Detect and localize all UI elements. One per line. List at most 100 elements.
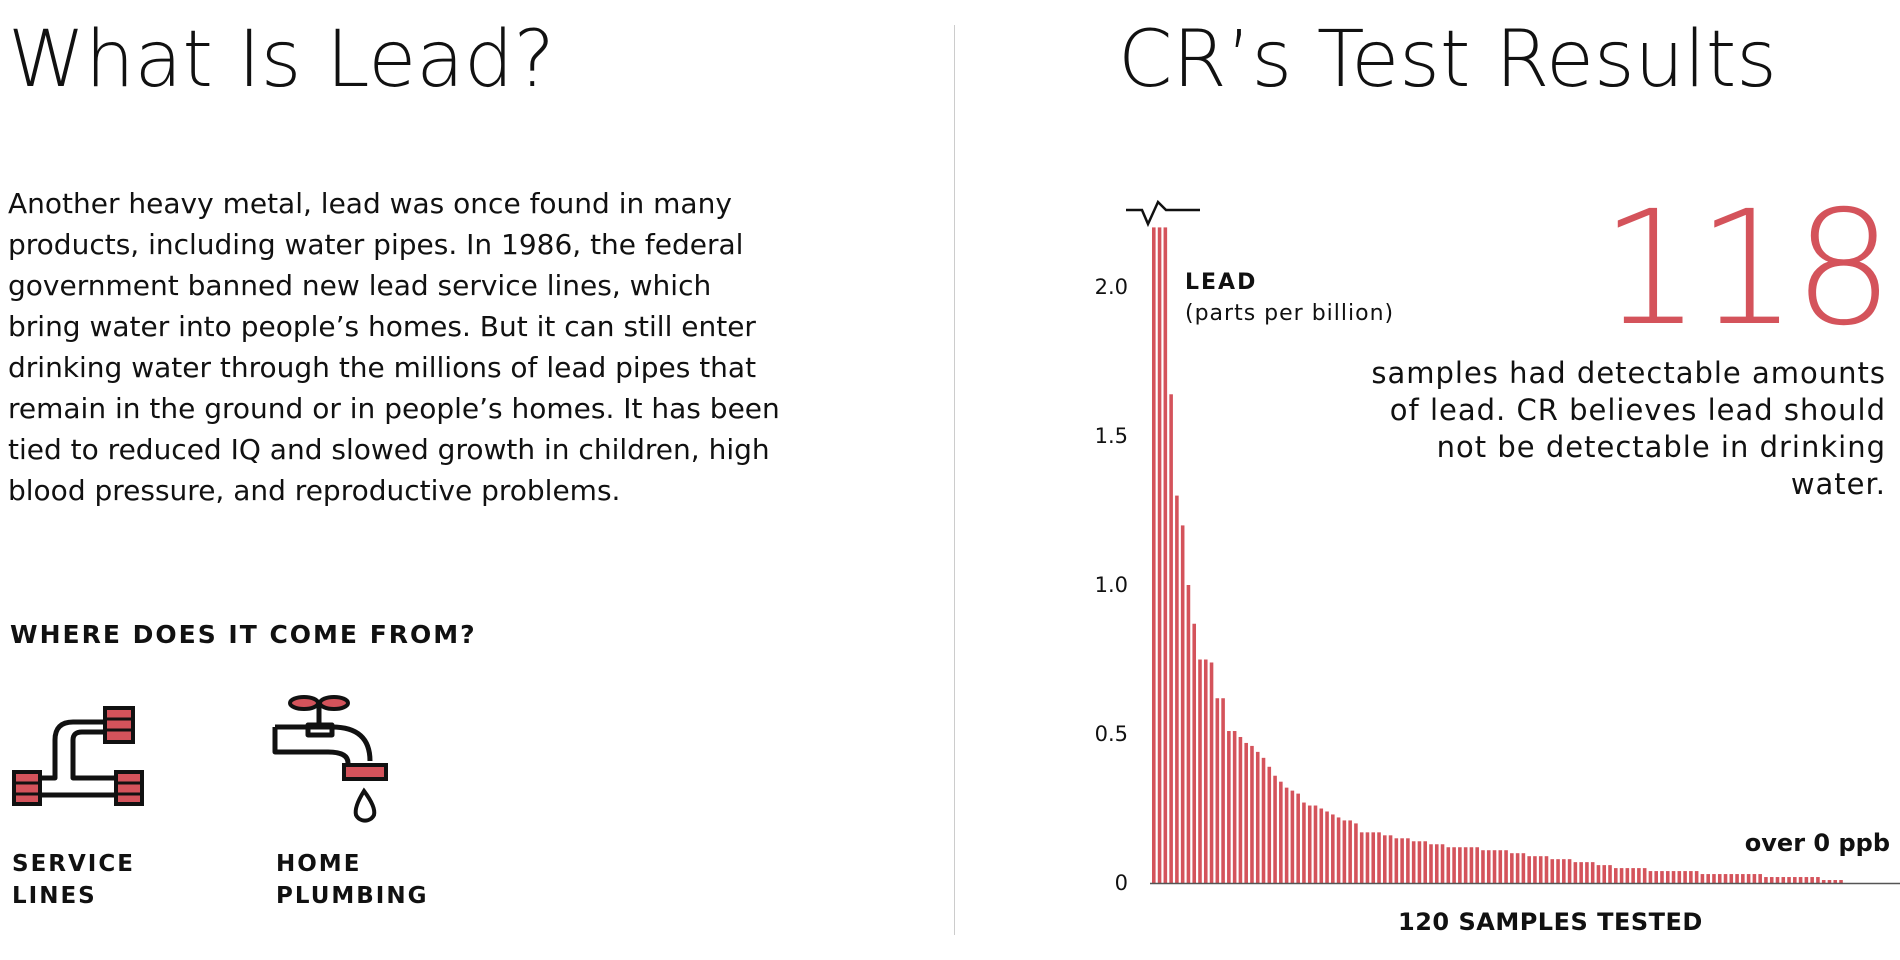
bar [1400,838,1404,883]
bar [1336,817,1341,883]
bar [1712,874,1716,883]
bar [1752,874,1757,883]
bar [1261,757,1266,883]
bar [1590,862,1595,883]
y-tick-label: 0.5 [1095,722,1128,746]
bar [1157,227,1162,883]
bar [1348,820,1352,883]
bar [1550,859,1555,883]
bar [1429,844,1433,883]
bar [1232,731,1237,883]
bar [1446,847,1451,883]
bar [1677,871,1682,883]
bar [1227,731,1231,883]
bar [1406,838,1410,883]
bar [1203,659,1208,883]
service-lines-label-line2: LINES [12,883,97,909]
bar [1152,227,1156,883]
bar [1585,862,1589,883]
page-title: What Is Lead? [8,15,555,105]
bar [1279,781,1283,883]
bar [1717,874,1722,883]
bar [1689,871,1693,883]
bar [1533,856,1537,883]
bar [1463,847,1468,883]
bar [1781,877,1786,883]
bar [1244,742,1248,883]
bar [1775,877,1780,883]
bar [1354,823,1358,883]
bar [1839,880,1843,883]
bar [1810,877,1814,883]
bar-series [1152,227,1843,883]
bar [1186,585,1191,883]
y-tick-label: 0 [1115,871,1128,895]
series-name: LEAD [1185,270,1258,295]
bar [1475,847,1479,883]
sources-heading: WHERE DOES IT COME FROM? [10,620,477,649]
bar [1567,859,1572,883]
service-lines-label-line1: SERVICE [12,851,135,877]
bar [1631,868,1635,883]
bar [1452,847,1456,883]
bar [1481,850,1485,883]
bar [1637,868,1641,883]
bar [1683,871,1687,883]
bar [1648,871,1653,883]
bar [1665,871,1670,883]
y-tick-label: 2.0 [1095,275,1128,299]
bar [1608,865,1612,883]
bar [1654,871,1658,883]
bar [1804,877,1809,883]
bar [1163,227,1168,883]
bar [1723,874,1728,883]
bar [1359,832,1364,883]
series-unit: (parts per billion) [1185,301,1395,326]
bar [1325,811,1329,883]
lead-bar-chart: 0 0.5 1.0 1.5 2.0 [1095,199,1900,895]
bar [1417,841,1422,883]
bar [1741,874,1745,883]
bar [1331,814,1335,883]
bar [1787,877,1791,883]
bar [1192,623,1197,883]
bar [1198,659,1202,883]
bar [1296,793,1300,883]
bar [1746,874,1751,883]
series-label: LEAD (parts per billion) [1185,270,1394,326]
bar [1642,868,1647,883]
bar [1209,662,1214,883]
bar [1562,859,1566,883]
bar [1267,766,1272,883]
pipe-icon [12,700,147,814]
bar [1284,787,1289,883]
bar [1394,838,1399,883]
bar [1625,868,1630,883]
bar [1833,880,1838,883]
bar [1694,871,1699,883]
bar [1573,862,1578,883]
bar [1614,868,1618,883]
bar [1798,877,1803,883]
bar [1313,805,1318,883]
bar [1458,847,1462,883]
bar [1556,859,1560,883]
bar [1342,820,1347,883]
bar [1411,841,1416,883]
bar [1521,853,1526,883]
bar [1735,874,1739,883]
bar [1250,745,1254,883]
bar [1319,808,1324,883]
axis-break-marker [1126,199,1200,228]
bar [1671,871,1676,883]
bar [1365,832,1370,883]
bar [1238,736,1243,883]
bar [1700,874,1705,883]
bar [1827,880,1832,883]
bar [1579,862,1583,883]
bar [1816,877,1820,883]
bar [1764,877,1768,883]
y-axis: 0 0.5 1.0 1.5 2.0 [1095,275,1128,895]
home-plumbing-label: HOME PLUMBING [276,848,428,912]
detectable-count: 118 [1600,177,1894,361]
